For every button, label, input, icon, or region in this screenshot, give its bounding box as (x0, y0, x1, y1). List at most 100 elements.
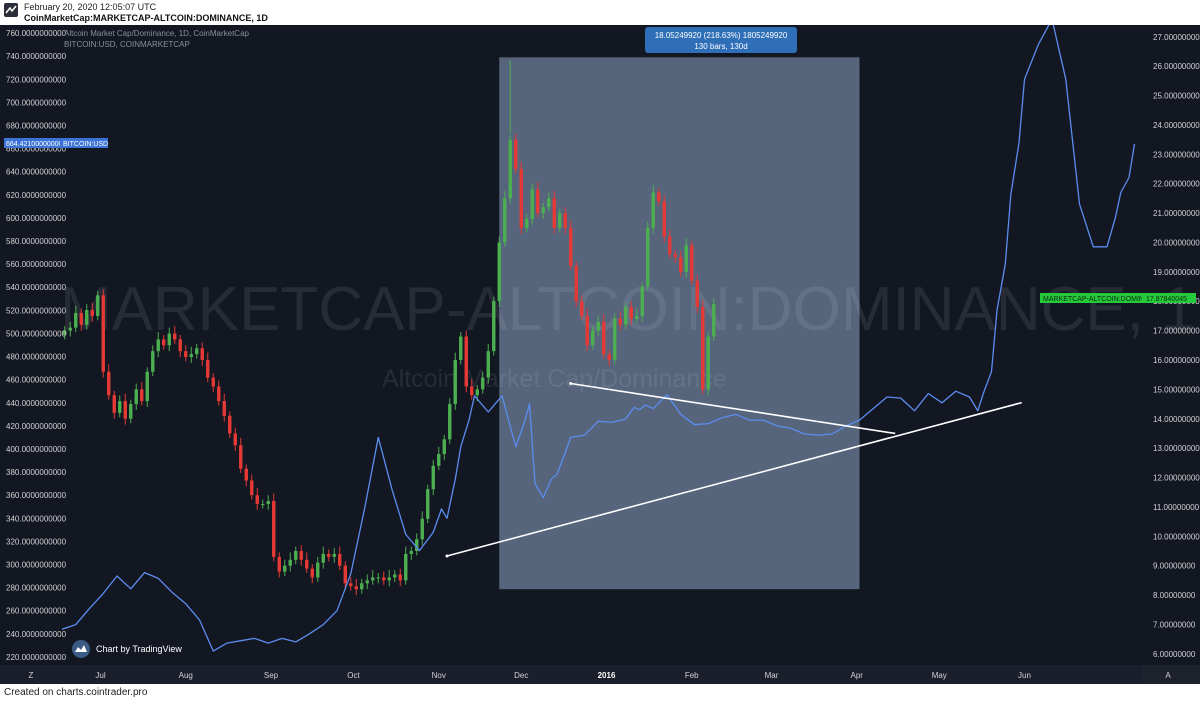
candle-body (563, 213, 567, 228)
candle-body (85, 310, 89, 325)
right-axis-tick-label: 12.00000000 (1153, 474, 1200, 483)
candle-body (585, 315, 589, 346)
candle-body (387, 577, 391, 581)
right-axis-tick-label: 16.00000000 (1153, 356, 1200, 365)
right-axis-tick-label: 24.00000000 (1153, 121, 1200, 130)
right-axis-tick-label: 14.00000000 (1153, 415, 1200, 424)
candle-body (470, 386, 474, 396)
candle-body (134, 389, 138, 405)
candle-body (151, 351, 155, 372)
left-axis-tick-label: 620.0000000000 (6, 191, 67, 200)
candle-body (178, 339, 182, 352)
candle-body (508, 139, 512, 199)
candle-body (668, 236, 672, 255)
candle-body (398, 574, 402, 581)
left-axis-tick-label: 700.0000000000 (6, 98, 67, 107)
btc-price-tag: 664.42100000000 BITCOIN:USD (4, 138, 108, 148)
candle-body (712, 304, 716, 337)
candle-body (552, 198, 556, 228)
tradingview-brand[interactable]: Chart by TradingView (72, 640, 182, 658)
candle-body (266, 501, 270, 504)
candle-body (228, 415, 232, 434)
left-corner-button[interactable]: Z (29, 671, 34, 680)
candle-body (459, 336, 463, 360)
candle-body (96, 295, 100, 316)
candle-body (536, 189, 540, 214)
time-axis-label: Apr (851, 671, 864, 680)
left-axis-tick-label: 740.0000000000 (6, 52, 67, 61)
candle-body (129, 404, 133, 419)
candle-body (519, 168, 523, 228)
right-axis-tick-label: 10.00000000 (1153, 532, 1200, 541)
candle-body (189, 354, 193, 358)
candle-body (437, 454, 441, 466)
candle-body (453, 359, 457, 405)
candle-body (162, 339, 166, 346)
candle-body (343, 565, 347, 584)
candle-body (305, 559, 309, 569)
btc-name-tag (60, 138, 108, 148)
candle-body (338, 553, 342, 566)
trendline-anchor (569, 381, 573, 385)
left-axis-tick-label: 380.0000000000 (6, 468, 67, 477)
candle-body (591, 330, 595, 346)
candle-body (448, 404, 452, 440)
candle-body (294, 550, 298, 560)
candle-body (640, 286, 644, 316)
measure-tooltip-box (645, 27, 797, 53)
left-axis-tick-label: 540.0000000000 (6, 283, 67, 292)
left-axis-tick-label: 720.0000000000 (6, 75, 67, 84)
btc-line-group (61, 25, 1136, 652)
upper-trendline (570, 382, 896, 435)
candle-body (288, 559, 292, 566)
candle-body (239, 445, 243, 469)
candle-body (635, 315, 639, 319)
measure-tooltip-bars: 130 bars, 130d (694, 42, 747, 51)
left-axis-tick-label: 240.0000000000 (6, 630, 67, 639)
candle-body (167, 333, 171, 346)
time-axis-label: Aug (179, 671, 193, 680)
right-axis-tick-label: 11.00000000 (1153, 503, 1200, 512)
right-axis-tick-label: 13.00000000 (1153, 444, 1200, 453)
bottom-axis-panel (0, 665, 1200, 684)
left-axis-tick-label: 360.0000000000 (6, 491, 67, 500)
dominance-name-tag-text: MARKETCAP-ALTCOIN:DOMINANCE (1043, 296, 1164, 303)
candle-body (574, 265, 578, 302)
candle-body (420, 518, 424, 540)
candle-body (349, 583, 353, 587)
dominance-name-tag (1040, 293, 1142, 303)
candle-body (255, 495, 259, 504)
candle-body (299, 550, 303, 560)
left-axis-tick-label: 580.0000000000 (6, 237, 67, 246)
candle-body (541, 207, 545, 214)
left-axis-tick-label: 220.0000000000 (6, 653, 67, 662)
candle-body (706, 336, 710, 390)
header: February 20, 2020 12:05:07 UTC CoinMarke… (0, 0, 1200, 25)
candle-body (112, 395, 116, 413)
auto-scale-button[interactable]: A (1165, 671, 1171, 680)
price-chart[interactable]: MARKETCAP-ALTCOIN:DOMINANCE, 1D Altcoin … (0, 25, 1200, 684)
lower-trendline (446, 401, 1022, 557)
time-axis-label: May (932, 671, 947, 680)
candle-body (558, 213, 562, 228)
candle-body (233, 433, 237, 446)
candle-body (272, 501, 276, 557)
measure-tooltip-change: 18.05249920 (218.63%) 1805249920 (655, 31, 788, 40)
candle-body (514, 139, 518, 169)
candle-body (184, 351, 188, 358)
candle-body (426, 489, 430, 519)
dominance-candles (63, 60, 716, 596)
candle-body (409, 550, 413, 554)
candle-body (475, 389, 479, 396)
candle-body (596, 321, 600, 331)
dominance-value-tag-text: 17.87840045 (1146, 296, 1187, 303)
left-axis-tick-label: 320.0000000000 (6, 537, 67, 546)
right-axis-tick-label: 7.00000000 (1153, 620, 1196, 629)
right-axis-tick-label: 19.00000000 (1153, 268, 1200, 277)
time-axis-label: Jul (95, 671, 105, 680)
left-axis-tick-label: 500.0000000000 (6, 329, 67, 338)
candle-body (673, 254, 677, 258)
time-axis-label: Sep (264, 671, 279, 680)
candle-body (393, 574, 397, 578)
candle-body (646, 227, 650, 287)
